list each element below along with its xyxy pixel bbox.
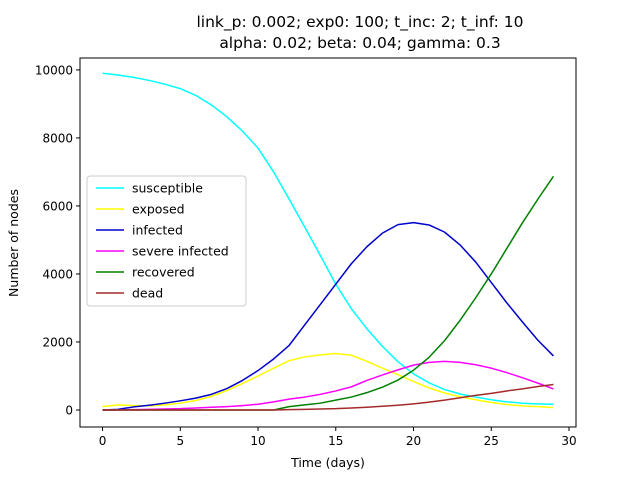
series-line-dead [102, 383, 554, 411]
x-axis: 0 5 10 15 20 25 30 [99, 427, 577, 448]
plot-frame [79, 57, 577, 428]
legend-label-exposed: exposed [132, 202, 185, 217]
series-lines [102, 72, 555, 411]
x-tick-label: 0 [99, 434, 107, 448]
y-tick-label: 10000 [35, 63, 73, 77]
x-tick-label: 25 [484, 434, 499, 448]
legend-label-recovered: recovered [132, 265, 195, 280]
y-tick-label: 0 [65, 403, 73, 417]
series-line-severe-infected [102, 360, 554, 411]
chart-title-line-1: link_p: 0.002; exp0: 100; t_inc: 2; t_in… [196, 13, 523, 32]
legend-label-severe-infected: severe infected [132, 244, 229, 259]
x-tick-label: 30 [561, 434, 576, 448]
chart-title-line-2: alpha: 0.02; beta: 0.04; gamma: 0.3 [219, 34, 500, 52]
y-tick-label: 8000 [42, 131, 73, 145]
x-tick-label: 10 [250, 434, 265, 448]
y-axis: 0 2000 4000 6000 8000 10000 [35, 63, 80, 417]
legend-box [86, 175, 247, 307]
x-tick-label: 20 [406, 434, 421, 448]
y-tick-label: 4000 [42, 267, 73, 281]
legend-label-susceptible: susceptible [132, 181, 203, 196]
y-axis-label: Number of nodes [6, 189, 21, 297]
x-tick-label: 15 [328, 434, 343, 448]
legend-label-dead: dead [132, 286, 163, 301]
legend: susceptible exposed infected severe infecte… [86, 175, 247, 307]
series-line-exposed [102, 352, 554, 409]
legend-label-infected: infected [132, 223, 183, 238]
y-tick-label: 6000 [42, 199, 73, 213]
series-line-susceptible [102, 72, 554, 405]
series-line-infected [102, 221, 554, 411]
x-tick-label: 5 [176, 434, 184, 448]
y-tick-label: 2000 [42, 335, 73, 349]
x-axis-label: Time (days) [290, 455, 365, 470]
